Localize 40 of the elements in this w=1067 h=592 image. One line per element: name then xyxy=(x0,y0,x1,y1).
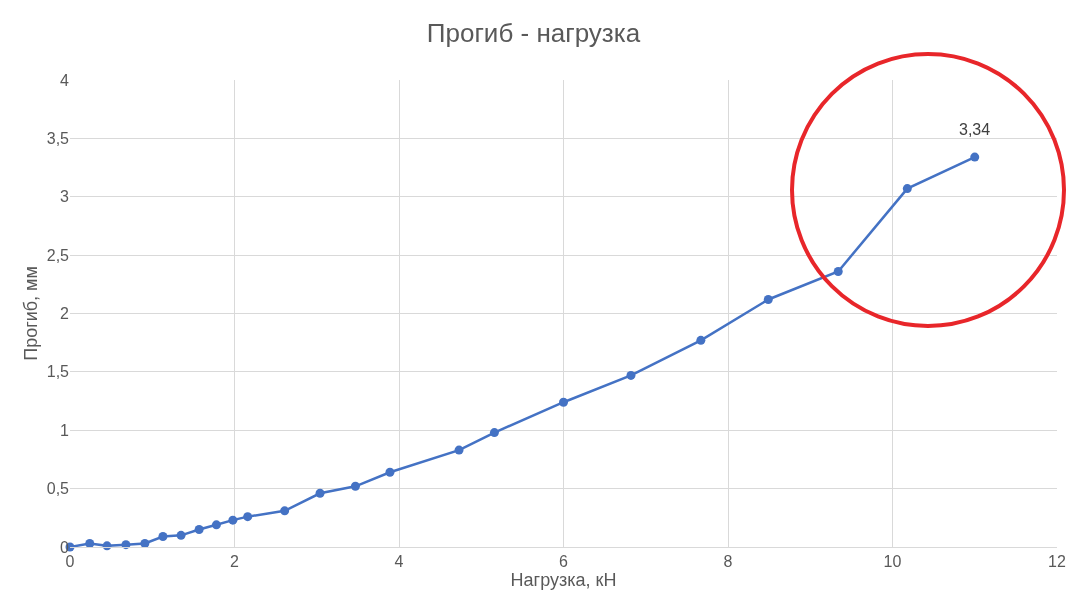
annotation: 3,34 xyxy=(959,121,991,138)
point xyxy=(243,512,253,522)
y-tick-label: 2,5 xyxy=(46,246,70,264)
y-axis-title: Прогиб, мм xyxy=(20,266,41,361)
point xyxy=(350,481,360,491)
point xyxy=(489,428,499,438)
point xyxy=(833,266,843,276)
y-tick-label: 3 xyxy=(60,188,70,206)
point xyxy=(211,520,221,530)
point xyxy=(280,506,290,516)
y-tick-label: 1,5 xyxy=(46,363,70,381)
y-tick-label: 0,5 xyxy=(46,480,70,498)
x-tick-label: 4 xyxy=(394,553,404,571)
x-axis-title: Нагрузка, кН xyxy=(510,570,617,591)
point xyxy=(158,531,168,541)
y-tick-label: 3,5 xyxy=(46,129,70,147)
point xyxy=(228,515,238,525)
point xyxy=(315,488,325,498)
point xyxy=(763,294,773,304)
x-tick-label: 12 xyxy=(1048,553,1066,571)
point xyxy=(626,370,636,380)
point xyxy=(140,539,150,548)
point xyxy=(454,445,464,455)
point xyxy=(194,524,204,534)
point xyxy=(902,184,912,194)
x-tick-label: 10 xyxy=(883,553,902,571)
y-tick-label: 2 xyxy=(60,305,70,323)
y-tick-label: 0 xyxy=(60,538,70,556)
point xyxy=(85,539,95,548)
point xyxy=(176,530,186,540)
y-tick-label: 4 xyxy=(60,71,70,89)
point xyxy=(559,397,568,407)
x-tick-label: 6 xyxy=(559,553,569,571)
point xyxy=(385,467,395,477)
point xyxy=(970,152,980,162)
chart-title: Прогиб - нагрузка xyxy=(426,17,641,48)
point xyxy=(696,335,706,345)
x-tick-label: 2 xyxy=(230,553,240,571)
y-tick-label: 1 xyxy=(60,421,70,439)
x-tick-label: 8 xyxy=(723,553,733,571)
